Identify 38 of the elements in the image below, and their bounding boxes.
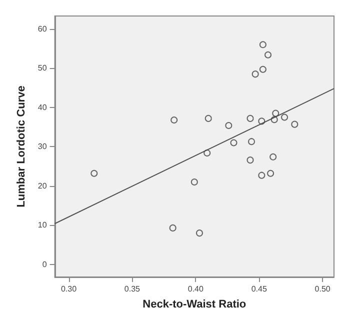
- point: [248, 138, 256, 146]
- point: [196, 230, 203, 237]
- y-tick-label: 0: [42, 260, 48, 269]
- point: [90, 170, 98, 177]
- x-tick-label: 0.50: [314, 284, 331, 294]
- y-tick-label: 60: [38, 24, 48, 34]
- point: [204, 114, 212, 122]
- point: [281, 114, 288, 121]
- y-tick-label: 30: [38, 142, 48, 152]
- y-tick-label: 10: [38, 220, 48, 230]
- x-tick-label: 0.30: [60, 284, 78, 294]
- point: [204, 149, 211, 156]
- point: [252, 70, 259, 78]
- point: [169, 224, 176, 232]
- point: [270, 116, 278, 124]
- point: [259, 66, 266, 73]
- point: [259, 41, 266, 48]
- point: [258, 118, 266, 125]
- x-tick-label: 0.45: [251, 284, 268, 294]
- point: [246, 156, 254, 164]
- point: [246, 114, 254, 122]
- y-axis-title: Lumbar Lordotic Curve: [16, 86, 28, 208]
- x-axis-title: Neck-to-Waist Ratio: [142, 298, 246, 310]
- y-tick-label: 40: [38, 102, 48, 112]
- point: [230, 139, 238, 146]
- point: [272, 110, 280, 117]
- x-tick-label: 0.35: [124, 284, 141, 294]
- y-tick-label: 20: [38, 181, 48, 190]
- point: [264, 51, 272, 58]
- y-tick-label: 50: [38, 64, 48, 73]
- x-tick-label: 0.40: [188, 284, 204, 294]
- point: [258, 172, 266, 179]
- point: [270, 153, 277, 160]
- point: [225, 122, 232, 129]
- point: [267, 170, 274, 177]
- point: [170, 116, 178, 124]
- point: [291, 120, 298, 128]
- point: [190, 178, 198, 186]
